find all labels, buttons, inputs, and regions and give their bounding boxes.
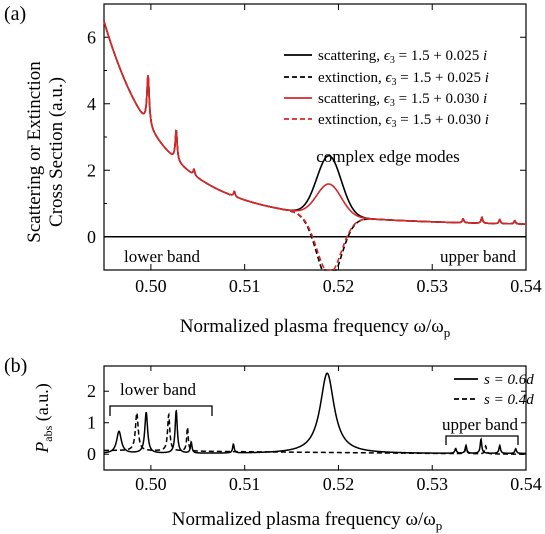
panel-a-legend-entry: scattering, ϵ3 = 1.5 + 0.030 i bbox=[318, 91, 487, 109]
annot-complex-edge-modes: complex edge modes bbox=[316, 147, 460, 166]
panel-a-frame bbox=[103, 3, 527, 271]
panel-b-xlabel-text: Normalized plasma frequency ω/ω bbox=[172, 509, 436, 530]
panel-a-xtick-label: 0.54 bbox=[510, 276, 542, 296]
legend-eps: ϵ bbox=[386, 112, 393, 128]
legend-eps-sub: 3 bbox=[392, 119, 397, 130]
legend-imag: i bbox=[485, 112, 489, 128]
panel-a-xtick-label: 0.53 bbox=[416, 276, 448, 296]
legend-value: = 1.5 + 0.030 bbox=[395, 91, 483, 107]
panel-b-ylabel-unit: (a.u.) bbox=[32, 383, 53, 425]
annot-lower-band-a: lower band bbox=[124, 247, 201, 266]
panel-b-ylabel: Pabs (a.u.) bbox=[32, 383, 55, 453]
panel-b-ytick-label: 2 bbox=[87, 381, 96, 401]
legend-eps: ϵ bbox=[386, 70, 393, 86]
annot-upper-band-b: upper band bbox=[442, 415, 519, 434]
legend-label: extinction, bbox=[318, 70, 386, 86]
panel-b-legend-entry: s = 0.4d bbox=[484, 392, 534, 408]
panel-a-plot: 0.50 0.51 0.52 0.53 0.54 0 2 4 6 bbox=[87, 3, 542, 296]
panel-b-ytick-label: 1 bbox=[87, 413, 96, 433]
panel-b-xtick-label: 0.50 bbox=[135, 474, 167, 494]
panel-b-frame bbox=[103, 365, 527, 471]
panel-a-label: (a) bbox=[4, 3, 26, 25]
panel-a-legend-entry: extinction, ϵ3 = 1.5 + 0.030 i bbox=[318, 112, 489, 130]
panel-a-legend-entry: extinction, ϵ3 = 1.5 + 0.025 i bbox=[318, 70, 489, 88]
panel-b-ytick-label: 0 bbox=[87, 444, 96, 464]
panel-a-legend: scattering, ϵ3 = 1.5 + 0.025 iextinction… bbox=[284, 48, 489, 130]
panel-b-xtick-label: 0.54 bbox=[510, 474, 542, 494]
panel-a-ytick-label: 6 bbox=[87, 27, 96, 47]
panel-a-ylabel: Scattering or Extinction Cross Section (… bbox=[24, 61, 67, 243]
legend-label: extinction, bbox=[318, 112, 386, 128]
legend-imag: i bbox=[485, 70, 489, 86]
lower-band-bracket bbox=[109, 405, 213, 416]
upper-band-bracket bbox=[445, 435, 519, 445]
panel-b-plot: 0.50 0.51 0.52 0.53 0.54 0 1 2 bbox=[87, 365, 542, 494]
panel-a-xtick-label: 0.51 bbox=[229, 276, 261, 296]
panel-a-xtick-label: 0.50 bbox=[135, 276, 167, 296]
panel-b-xtick-label: 0.52 bbox=[323, 474, 355, 494]
legend-value: = 1.5 + 0.025 bbox=[395, 48, 483, 64]
panel-a-xlabel-text: Normalized plasma frequency ω/ω bbox=[180, 316, 444, 337]
panel-b-legend-entry: s = 0.6d bbox=[484, 372, 534, 388]
legend-eps-sub: 3 bbox=[390, 98, 395, 109]
panel-b-xlabel: Normalized plasma frequency ω/ωp bbox=[172, 509, 443, 533]
panel-b-xlabel-sub: p bbox=[436, 518, 443, 533]
panel-a-ylabel-line2: Cross Section (a.u.) bbox=[46, 77, 67, 227]
panel-a-ytick-label: 0 bbox=[87, 227, 96, 247]
panel-a-ytick-label: 2 bbox=[87, 160, 96, 180]
panel-b-series-line-0 bbox=[103, 372, 527, 455]
legend-eps: ϵ bbox=[384, 48, 391, 64]
legend-eps-sub: 3 bbox=[390, 55, 395, 66]
legend-imag: i bbox=[483, 91, 487, 107]
panel-b-ylabel-main: P bbox=[32, 442, 52, 454]
legend-value: = 1.5 + 0.025 bbox=[397, 70, 485, 86]
legend-eps: ϵ bbox=[384, 91, 391, 107]
panel-a-ytick-label: 4 bbox=[87, 94, 96, 114]
annot-upper-band-a: upper band bbox=[440, 247, 517, 266]
panel-b-xtick-label: 0.51 bbox=[229, 474, 261, 494]
legend-imag: i bbox=[483, 48, 487, 64]
panel-a-xlabel-sub: p bbox=[444, 325, 451, 340]
legend-value: = 1.5 + 0.030 bbox=[397, 112, 485, 128]
panel-b-series-line-1 bbox=[104, 410, 527, 455]
panel-a-legend-entry: scattering, ϵ3 = 1.5 + 0.025 i bbox=[318, 48, 487, 66]
panel-b-legend: s = 0.6d s = 0.4d bbox=[454, 372, 534, 408]
panel-b-label: (b) bbox=[4, 355, 27, 377]
panel-a-ylabel-line1: Scattering or Extinction bbox=[24, 61, 45, 243]
legend-label: scattering, bbox=[318, 48, 384, 64]
panel-b-xtick-label: 0.53 bbox=[416, 474, 448, 494]
panel-a-series-line-3 bbox=[103, 21, 527, 271]
panel-b-ylabel-sub: abs bbox=[41, 425, 55, 441]
legend-eps-sub: 3 bbox=[392, 77, 397, 88]
panel-a-xlabel: Normalized plasma frequency ω/ωp bbox=[180, 316, 451, 340]
legend-label: scattering, bbox=[318, 91, 384, 107]
svg-text:Pabs (a.u.): Pabs (a.u.) bbox=[32, 383, 55, 453]
panel-a-xtick-label: 0.52 bbox=[323, 276, 355, 296]
annot-lower-band-b: lower band bbox=[120, 380, 197, 399]
